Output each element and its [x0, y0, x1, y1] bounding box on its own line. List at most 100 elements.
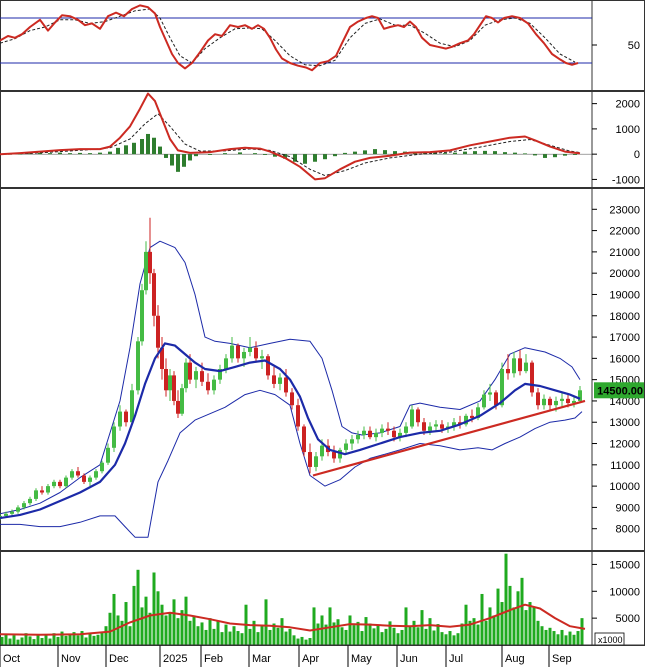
y-tick-label: 12000 [609, 439, 640, 451]
volume-bar [512, 607, 516, 645]
candle-body [506, 369, 510, 374]
candle-body [296, 405, 300, 427]
y-tick-label: 16000 [609, 353, 640, 365]
candle-body [152, 273, 156, 316]
candle-body [338, 449, 342, 459]
volume-bar [52, 633, 56, 645]
candle-body [28, 498, 32, 504]
candle-body [452, 422, 456, 427]
volume-bar [308, 638, 312, 645]
volume-bar [536, 620, 540, 645]
candle-body [230, 345, 234, 359]
y-tick-label: 20000 [609, 268, 640, 280]
candle-body [140, 290, 144, 342]
volume-ma-line [0, 603, 586, 636]
volume-bar [476, 624, 480, 645]
macd-signal-line [0, 113, 581, 177]
candle-body [386, 428, 390, 431]
volume-bar [340, 627, 344, 645]
candle-body [494, 392, 498, 406]
volume-bar [28, 636, 32, 645]
volume-bar [200, 622, 204, 645]
candle-body [512, 358, 516, 374]
candle-body [254, 347, 258, 359]
volume-bar [384, 628, 388, 645]
macd-histogram-bar [253, 153, 257, 155]
volume-bar [508, 585, 512, 645]
volume-bar [528, 602, 532, 645]
macd-histogram-bar [503, 152, 507, 155]
volume-bar [352, 625, 356, 645]
volume-bar [312, 607, 316, 645]
macd-histogram-bar [238, 152, 242, 155]
macd-histogram-bar [473, 151, 477, 155]
volume-bar [292, 635, 296, 645]
month-label: Jun [400, 653, 418, 665]
candle-body [130, 390, 134, 423]
volume-bar [412, 620, 416, 645]
volume-bar [360, 631, 364, 645]
candle-body [536, 392, 540, 406]
volume-bar [532, 607, 536, 645]
volume-bar [272, 623, 276, 645]
volume-bar [104, 626, 108, 645]
volume-bar [388, 621, 392, 645]
macd-histogram-bar [463, 151, 467, 155]
macd-histogram-bar [78, 152, 82, 155]
volume-bar [256, 632, 260, 645]
volume-bar [264, 599, 268, 645]
candle-body [344, 443, 348, 450]
macd-histogram-bar [146, 133, 150, 155]
volume-bar [32, 639, 36, 645]
candle-body [554, 400, 558, 406]
volume-bar [280, 618, 284, 645]
month-label: Feb [204, 653, 223, 665]
candle-body [350, 439, 354, 444]
bollinger-lower-band [0, 389, 583, 538]
support-trendline [312, 399, 586, 477]
volume-bar [240, 633, 244, 645]
volume-bar [424, 628, 428, 645]
moving-average-line [0, 342, 581, 520]
candle-body [224, 358, 228, 369]
volume-bar [484, 620, 488, 645]
volume-bar [572, 634, 576, 645]
candle-body [356, 435, 360, 440]
candle-body [118, 411, 122, 427]
macd-histogram-bar [323, 154, 327, 160]
candle-body [184, 362, 188, 389]
volume-bar [568, 631, 572, 645]
volume-bar [88, 633, 92, 645]
macd-histogram-bar [573, 154, 577, 155]
candle-body [194, 371, 198, 380]
candle-body [148, 251, 152, 274]
volume-bar [380, 632, 384, 645]
volume-bar [468, 620, 472, 645]
candle-body [266, 356, 270, 376]
volume-bar [12, 635, 16, 645]
macd-histogram-bar [108, 151, 112, 155]
candle-body [380, 428, 384, 433]
month-label: Oct [3, 653, 20, 665]
candle-body [398, 432, 402, 438]
price-panel-frame [0, 188, 645, 551]
month-label: Aug [505, 653, 525, 665]
candle-body [530, 362, 534, 393]
volume-bar [376, 624, 380, 645]
candle-body [404, 426, 408, 433]
volume-bar [284, 631, 288, 645]
volume-bar [372, 628, 376, 645]
candle-body [22, 503, 26, 508]
candle-body [488, 392, 492, 395]
candle-body [188, 362, 192, 380]
y-tick-label: 5000 [616, 613, 640, 625]
macd-histogram-bar [68, 153, 72, 155]
volume-bar [48, 638, 52, 645]
candle-body [70, 471, 74, 478]
macd-histogram-bar [443, 153, 447, 155]
volume-bar [160, 604, 164, 645]
macd-histogram-bar [293, 154, 297, 162]
volume-bar [188, 620, 192, 645]
volume-bar [428, 618, 432, 645]
candle-body [518, 358, 522, 372]
